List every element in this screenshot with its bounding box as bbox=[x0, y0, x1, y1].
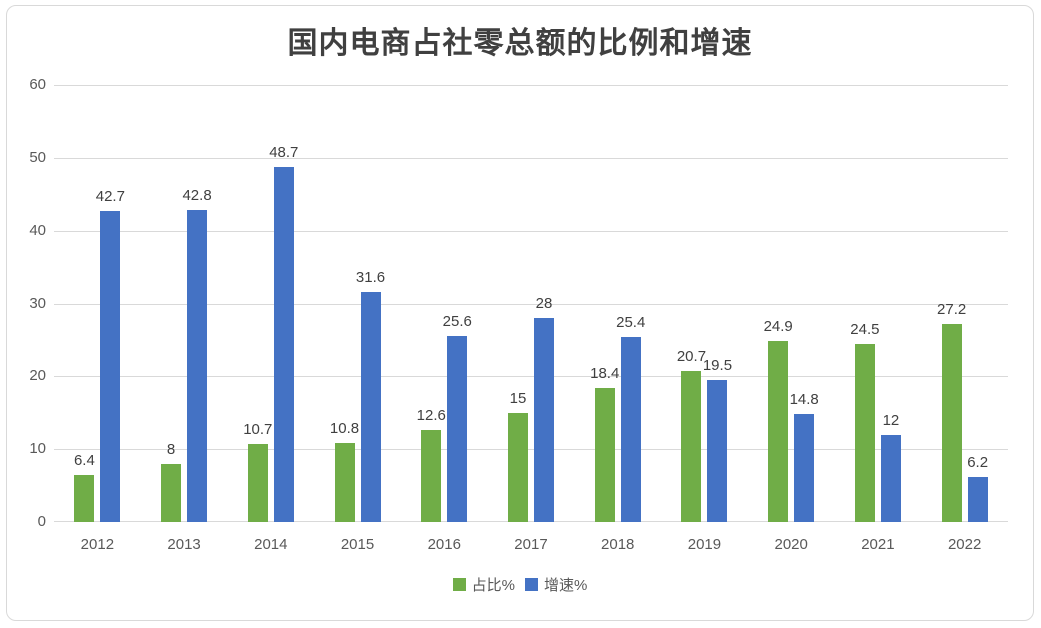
x-tick-label: 2015 bbox=[340, 536, 375, 553]
bar-proportion-2019 bbox=[681, 371, 702, 522]
bar-proportion-2020 bbox=[768, 340, 789, 522]
chart-frame: 国内电商占社零总额的比例和增速 0 10 20 30 40 50 60 6.4 42.7 2012… bbox=[6, 5, 1034, 621]
data-label-growth-2017: 28 bbox=[535, 295, 553, 313]
bar-proportion-2022 bbox=[941, 323, 962, 522]
x-tick-label: 2014 bbox=[254, 536, 288, 553]
data-label-growth-2021: 12 bbox=[882, 411, 900, 429]
bar-proportion-2013 bbox=[161, 463, 182, 522]
data-label-proportion-2022: 27.2 bbox=[937, 300, 967, 318]
data-label-growth-2018: 25.4 bbox=[616, 314, 646, 331]
gridline bbox=[54, 303, 1008, 305]
x-tick-label: 2020 bbox=[774, 536, 808, 553]
bar-proportion-2021 bbox=[854, 343, 875, 522]
data-label-growth-2022: 6.2 bbox=[967, 453, 989, 471]
bar-proportion-2016 bbox=[421, 430, 442, 522]
data-label-growth-2020: 14.8 bbox=[789, 391, 819, 409]
gridline bbox=[54, 376, 1008, 378]
legend-label: 占比% bbox=[471, 577, 515, 594]
legend: 占比% 增速% bbox=[7, 574, 1033, 595]
data-label-growth-2015: 31.6 bbox=[355, 268, 386, 286]
data-label-proportion-2018: 18.4 bbox=[590, 364, 620, 382]
x-tick-label: 2019 bbox=[687, 536, 722, 553]
x-tick-label: 2017 bbox=[514, 536, 548, 553]
data-label-proportion-2021: 24.5 bbox=[850, 320, 880, 338]
gridline bbox=[54, 157, 1008, 159]
data-label-proportion-2017: 15 bbox=[509, 389, 527, 407]
y-tick-label: 10 bbox=[29, 440, 46, 458]
plot-area: 0 10 20 30 40 50 60 6.4 42.7 2012 8 42.8 2013 10.7 48.… bbox=[29, 76, 1008, 553]
bar-growth-2018 bbox=[620, 337, 641, 522]
data-label-growth-2016: 25.6 bbox=[442, 312, 472, 330]
bar-proportion-2018 bbox=[594, 388, 615, 522]
bar-proportion-2017 bbox=[508, 412, 528, 522]
x-tick-label: 2013 bbox=[167, 536, 201, 553]
bar-growth-2015 bbox=[360, 291, 381, 522]
y-tick-label: 30 bbox=[29, 294, 46, 312]
bar-growth-2013 bbox=[187, 210, 208, 522]
bar-growth-2020 bbox=[794, 414, 815, 522]
y-tick-label: 0 bbox=[37, 513, 46, 530]
legend-item-growth: 增速% bbox=[525, 574, 587, 595]
bar-growth-2019 bbox=[707, 379, 728, 522]
x-tick-label: 2018 bbox=[601, 536, 635, 553]
data-label-growth-2019: 19.5 bbox=[702, 356, 733, 374]
data-label-proportion-2015: 10.8 bbox=[329, 420, 360, 438]
x-tick-label: 2022 bbox=[947, 536, 982, 553]
bar-proportion-2015 bbox=[334, 443, 355, 522]
bar-growth-2012 bbox=[100, 211, 121, 522]
data-label-growth-2012: 42.7 bbox=[95, 188, 125, 205]
bar-growth-2017 bbox=[534, 318, 554, 522]
gridline bbox=[54, 85, 1008, 86]
data-label-growth-2013: 42.8 bbox=[182, 187, 212, 205]
legend-item-proportion: 占比% bbox=[452, 574, 515, 595]
gridline bbox=[54, 230, 1008, 232]
y-tick-label: 60 bbox=[29, 76, 46, 93]
x-tick-label: 2016 bbox=[427, 536, 461, 553]
y-tick-label: 50 bbox=[29, 148, 46, 166]
data-label-proportion-2013: 8 bbox=[166, 440, 176, 458]
y-tick-label: 40 bbox=[29, 221, 46, 239]
bar-proportion-2014 bbox=[247, 444, 268, 522]
x-tick-label: 2021 bbox=[861, 536, 895, 553]
gridline bbox=[54, 449, 1008, 451]
data-label-proportion-2016: 12.6 bbox=[416, 407, 446, 425]
data-label-proportion-2014: 10.7 bbox=[243, 421, 273, 439]
bar-growth-2014 bbox=[273, 167, 294, 522]
bar-growth-2016 bbox=[447, 335, 468, 522]
bar-proportion-2012 bbox=[74, 475, 95, 522]
data-label-growth-2014: 48.7 bbox=[269, 144, 299, 162]
y-tick-label: 20 bbox=[29, 367, 46, 385]
legend-swatch-icon bbox=[525, 578, 538, 591]
gridline bbox=[54, 521, 1008, 522]
chart-title: 国内电商占社零总额的比例和增速 bbox=[287, 26, 753, 61]
data-label-proportion-2020: 24.9 bbox=[763, 317, 793, 335]
bar-growth-2021 bbox=[880, 434, 901, 522]
bar-growth-2022 bbox=[967, 476, 988, 522]
legend-label: 增速% bbox=[544, 577, 588, 594]
x-tick-label: 2012 bbox=[80, 536, 115, 553]
legend-swatch-icon bbox=[452, 578, 466, 591]
data-label-proportion-2019: 20.7 bbox=[676, 348, 707, 366]
data-label-proportion-2012: 6.4 bbox=[73, 452, 95, 470]
